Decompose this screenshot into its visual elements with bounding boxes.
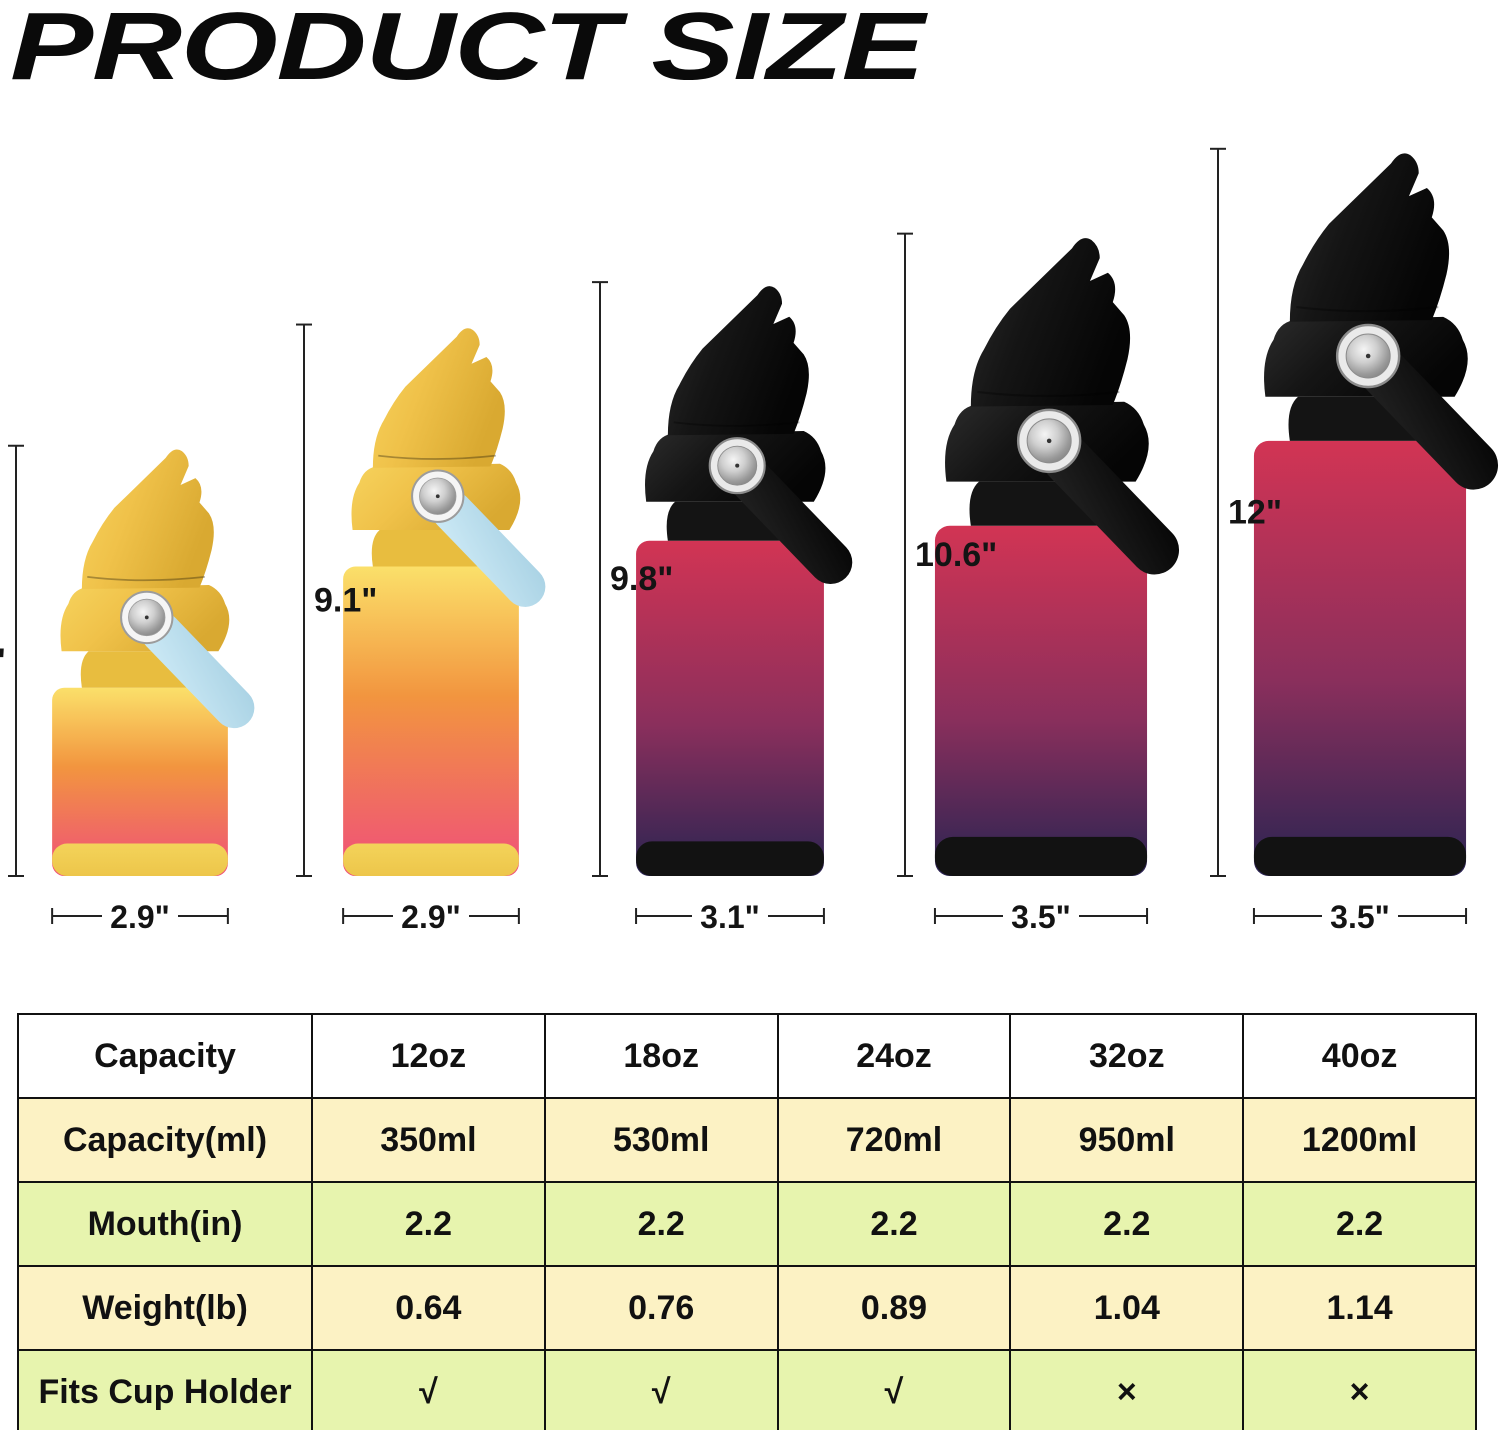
svg-text:7.1": 7.1" xyxy=(0,642,6,680)
svg-text:2.9": 2.9" xyxy=(401,899,461,935)
svg-text:9.8": 9.8" xyxy=(610,560,673,598)
svg-text:3.5": 3.5" xyxy=(1330,899,1390,935)
svg-text:3.5": 3.5" xyxy=(1011,899,1071,935)
svg-text:2.9": 2.9" xyxy=(110,899,170,935)
svg-text:3.1": 3.1" xyxy=(700,899,760,935)
svg-text:10.6": 10.6" xyxy=(915,536,997,574)
svg-text:9.1": 9.1" xyxy=(314,581,377,619)
svg-text:12": 12" xyxy=(1228,493,1282,531)
